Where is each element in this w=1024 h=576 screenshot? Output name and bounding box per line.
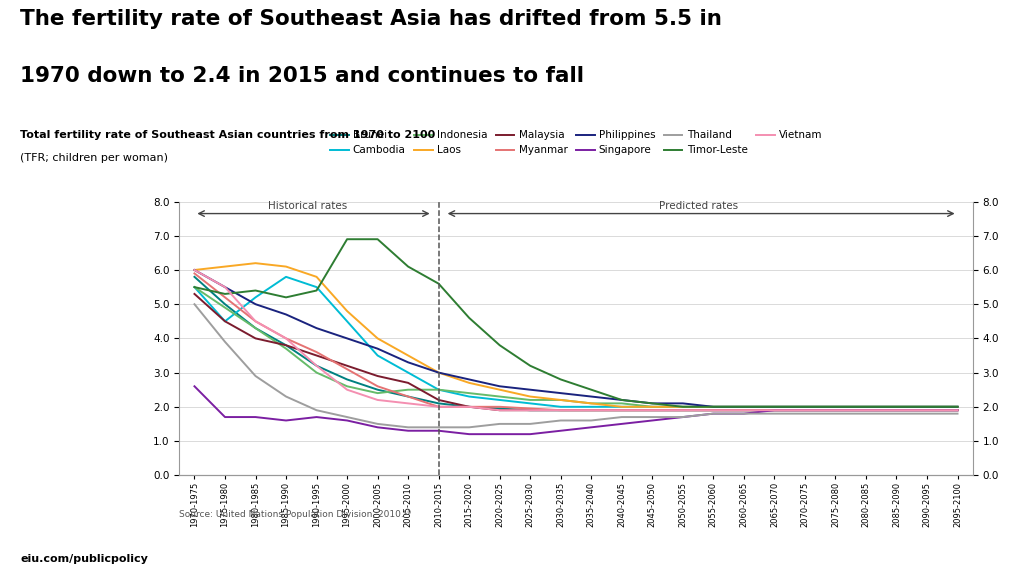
Text: The fertility rate of Southeast Asia has drifted from 5.5 in: The fertility rate of Southeast Asia has… <box>20 9 722 29</box>
Text: Economist: Economist <box>889 551 941 560</box>
Text: Total fertility rate of Southeast Asian countries from 1970 to 2100: Total fertility rate of Southeast Asian … <box>20 130 436 139</box>
Text: Historical rates: Historical rates <box>267 201 347 211</box>
Text: 1970 down to 2.4 in 2015 and continues to fall: 1970 down to 2.4 in 2015 and continues t… <box>20 66 585 86</box>
Text: Predicted rates: Predicted rates <box>658 201 737 211</box>
Text: Source: United Nations Population Division, 2010.¹⁰: Source: United Nations Population Divisi… <box>179 510 412 519</box>
Text: (TFR; children per woman): (TFR; children per woman) <box>20 153 169 162</box>
Text: The: The <box>905 539 925 548</box>
Legend: Brunei, Cambodia, Indonesia, Laos, Malaysia, Myanmar, Philippines, Singapore, Th: Brunei, Cambodia, Indonesia, Laos, Malay… <box>330 130 822 156</box>
Text: INTELLIGENCE: INTELLIGENCE <box>949 540 996 547</box>
Text: eiu.com/publicpolicy: eiu.com/publicpolicy <box>20 554 148 564</box>
Text: UNIT: UNIT <box>965 552 981 559</box>
